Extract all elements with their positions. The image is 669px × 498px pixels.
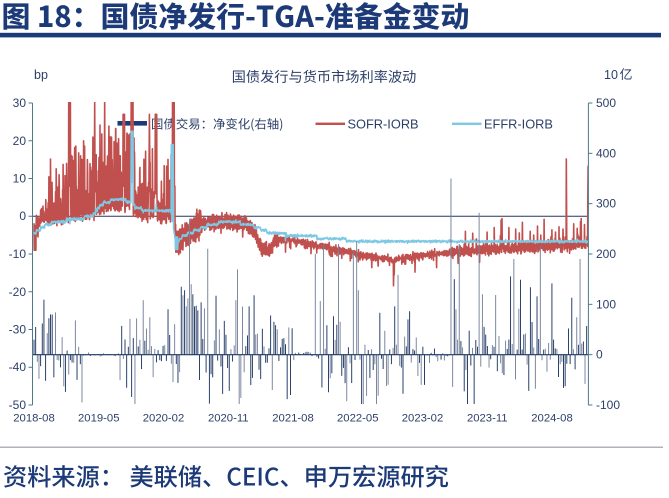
svg-text:SOFR-IORB: SOFR-IORB [348,117,419,132]
svg-text:0: 0 [19,209,26,223]
svg-text:-40: -40 [9,360,27,374]
svg-text:-30: -30 [9,323,27,337]
svg-text:500: 500 [596,96,616,110]
svg-text:2021-08: 2021-08 [272,413,313,425]
svg-text:30: 30 [13,96,27,110]
svg-text:2020-11: 2020-11 [208,413,249,425]
svg-text:200: 200 [596,247,616,261]
svg-text:EFFR-IORB: EFFR-IORB [484,117,553,132]
svg-text:-10: -10 [9,247,27,261]
svg-text:2019-05: 2019-05 [78,413,119,425]
svg-text:0: 0 [596,348,603,362]
svg-text:2023-02: 2023-02 [402,413,443,425]
svg-text:20: 20 [13,134,27,148]
svg-text:-100: -100 [596,398,620,412]
svg-text:2024-08: 2024-08 [531,413,572,425]
svg-text:300: 300 [596,197,616,211]
svg-text:2022-05: 2022-05 [337,413,378,425]
svg-text:-50: -50 [9,398,27,412]
svg-text:10: 10 [13,172,27,186]
svg-text:2023-11: 2023-11 [467,413,508,425]
svg-text:400: 400 [596,146,616,160]
svg-text:2018-08: 2018-08 [13,413,54,425]
svg-text:2020-02: 2020-02 [143,413,184,425]
svg-text:100: 100 [596,297,616,311]
svg-text:10: 10 [604,68,618,82]
svg-text:bp: bp [34,68,48,82]
svg-text:-20: -20 [9,285,27,299]
